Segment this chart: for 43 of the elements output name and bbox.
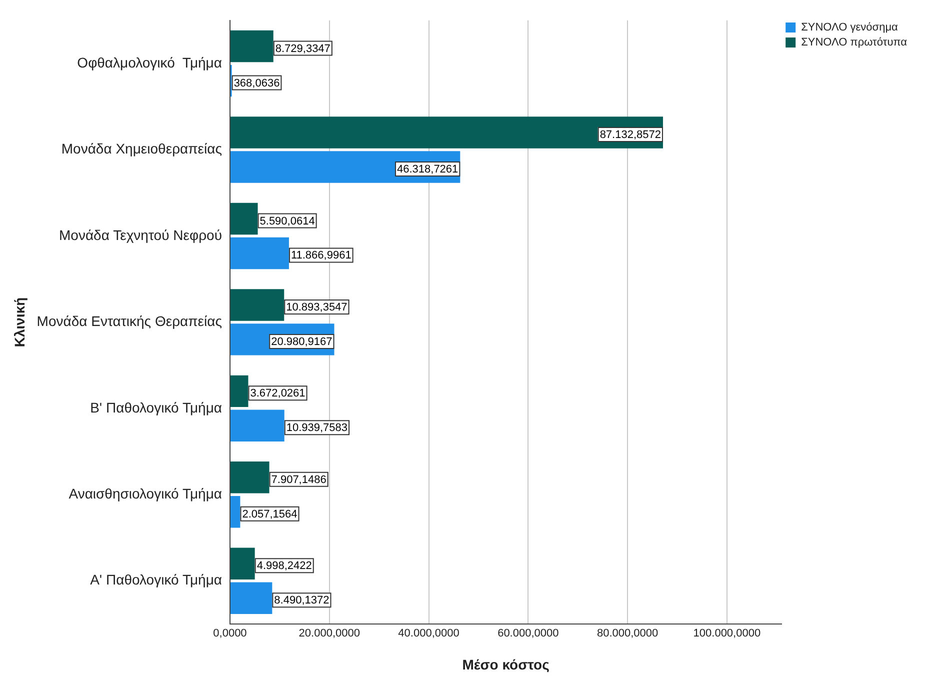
data-label: 8.490,1372 [274,594,330,607]
data-label: 2.057,1564 [242,508,298,520]
bar [230,462,270,494]
bar [230,202,258,235]
bar [230,582,272,614]
data-label: 368,0636 [234,77,280,90]
data-label: 8.729,3347 [275,42,330,55]
x-tick-label: 0,0000 [213,628,247,640]
data-label: 20.980,9167 [271,336,332,348]
bar [230,375,248,408]
data-label: 4.998,2422 [256,560,312,572]
bar [230,289,284,321]
bar [230,548,255,580]
y-tick-label: Α' Παθολογικό Τμήμα [90,572,222,588]
x-axis-title: Μέσο κόστος [462,656,550,672]
legend-label: ΣΥΝΟΛΟ γενόσημα [801,22,899,34]
bar [230,410,284,442]
y-tick-label: Μονάδα Εντατικής Θεραπείας [36,313,222,330]
bar [230,116,663,148]
data-label: 46.318,7261 [396,164,458,176]
x-tick-label: 40.000,0000 [398,628,460,640]
legend-label: ΣΥΝΟΛΟ πρωτότυπα [801,36,908,49]
data-label: 7.907,1486 [271,474,326,486]
bar [230,496,240,528]
x-tick-label: 20.000,0000 [298,628,360,640]
y-axis-title: Κλινική [11,297,28,348]
data-label: 3.672,0261 [250,388,306,400]
data-label: 5.590,0614 [260,215,315,228]
data-label: 87.132,8572 [600,129,661,142]
x-tick-label: 60.000,0000 [498,628,559,640]
x-tick-label: 80.000,0000 [596,628,658,640]
bar [230,237,289,270]
y-tick-label: Β' Παθολογικό Τμήμα [90,399,222,416]
y-tick-label: Οφθαλμολογικό Τμήμα [77,54,222,70]
bar [230,30,274,62]
bar [230,151,460,183]
y-tick-label: Μονάδα Τεχνητού Νεφρού [59,226,222,243]
data-label: 10.893,3547 [286,301,348,314]
data-label: 11.866,9961 [290,250,352,262]
y-tick-label: Μονάδα Χημειοθεραπείας [61,140,222,157]
data-label: 10.939,7583 [286,422,348,434]
y-tick-label: Αναισθησιολογικό Τμήμα [68,486,222,502]
x-tick-label: 100.000,0000 [693,628,761,640]
